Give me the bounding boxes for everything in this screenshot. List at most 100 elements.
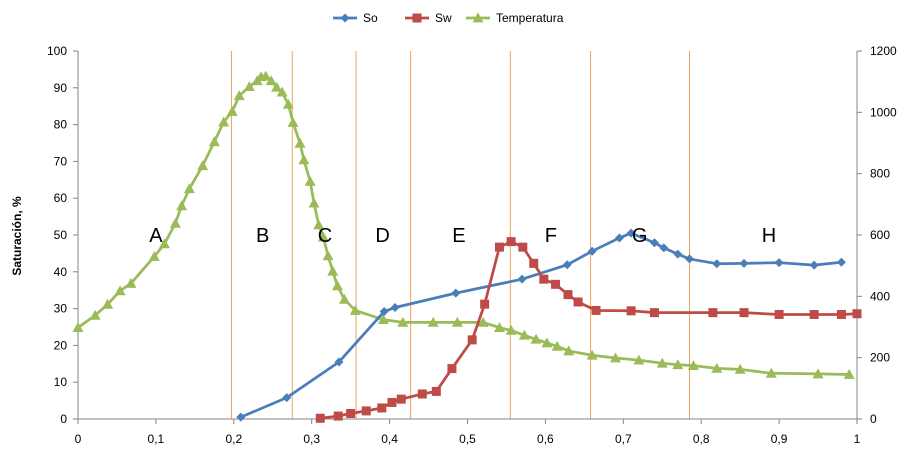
data-point-temperatura bbox=[332, 280, 343, 290]
data-point-sw bbox=[650, 308, 659, 317]
zone-label: C bbox=[318, 225, 332, 247]
y2-tick-label: 1000 bbox=[870, 105, 897, 119]
data-point-temperatura bbox=[298, 154, 309, 164]
y2-tick-label: 800 bbox=[870, 167, 890, 181]
data-point-sw bbox=[418, 389, 427, 398]
legend-item-sw: Sw bbox=[405, 11, 452, 25]
data-point-sw bbox=[708, 308, 717, 317]
zone-label: G bbox=[632, 225, 648, 247]
x-tick-label: 0,9 bbox=[771, 432, 788, 446]
data-point-so bbox=[673, 250, 682, 259]
y-tick-label: 10 bbox=[54, 375, 68, 389]
data-point-sw bbox=[432, 387, 441, 396]
zone-label: H bbox=[762, 225, 776, 247]
y2-tick-label: 600 bbox=[870, 228, 890, 242]
data-point-sw bbox=[334, 412, 343, 421]
x-tick-label: 0,5 bbox=[459, 432, 476, 446]
zone-label: D bbox=[375, 225, 389, 247]
data-point-sw bbox=[740, 308, 749, 317]
data-point-temperatura bbox=[176, 200, 187, 210]
zone-label: E bbox=[452, 225, 465, 247]
legend-label: So bbox=[363, 11, 378, 25]
y-tick-label: 70 bbox=[54, 154, 68, 168]
y-tick-label: 0 bbox=[60, 412, 67, 426]
data-point-sw bbox=[574, 297, 583, 306]
zone-label: A bbox=[149, 225, 163, 247]
zone-label: B bbox=[256, 225, 269, 247]
legend-label: Sw bbox=[435, 11, 452, 25]
data-point-sw bbox=[592, 306, 601, 315]
y2-tick-label: 200 bbox=[870, 351, 890, 365]
legend-item-temperatura: Temperatura bbox=[466, 11, 564, 25]
data-point-sw bbox=[518, 243, 527, 252]
data-point-sw bbox=[627, 306, 636, 315]
data-point-sw bbox=[507, 237, 516, 246]
y-tick-label: 40 bbox=[54, 265, 68, 279]
data-point-sw bbox=[377, 403, 386, 412]
y-tick-label: 30 bbox=[54, 302, 68, 316]
data-point-so bbox=[391, 303, 400, 312]
data-point-sw bbox=[468, 335, 477, 344]
x-tick-label: 1 bbox=[854, 432, 861, 446]
data-point-sw bbox=[362, 406, 371, 415]
x-tick-label: 0 bbox=[75, 432, 82, 446]
data-point-temperatura bbox=[197, 160, 208, 170]
x-tick-label: 0,8 bbox=[693, 432, 710, 446]
x-tick-label: 0,6 bbox=[537, 432, 554, 446]
x-tick-label: 0,2 bbox=[225, 432, 242, 446]
data-point-sw bbox=[529, 259, 538, 268]
data-point-so bbox=[775, 258, 784, 267]
data-point-sw bbox=[387, 398, 396, 407]
data-point-sw bbox=[316, 414, 325, 423]
data-point-temperatura bbox=[327, 266, 338, 276]
data-point-sw bbox=[447, 364, 456, 373]
y-tick-label: 90 bbox=[54, 81, 68, 95]
data-point-sw bbox=[853, 309, 862, 318]
data-point-temperatura bbox=[295, 138, 306, 148]
data-point-sw bbox=[346, 409, 355, 418]
y-tick-label: 80 bbox=[54, 118, 68, 132]
data-point-sw bbox=[495, 243, 504, 252]
data-point-so bbox=[451, 289, 460, 298]
y2-tick-label: 1200 bbox=[870, 44, 897, 58]
data-point-sw bbox=[551, 280, 560, 289]
y-tick-label: 100 bbox=[47, 44, 67, 58]
data-point-temperatura bbox=[227, 106, 238, 116]
data-point-temperatura bbox=[323, 250, 334, 260]
legend-item-so: So bbox=[333, 11, 378, 25]
legend-marker bbox=[341, 14, 350, 23]
y-tick-label: 50 bbox=[54, 228, 68, 242]
data-point-so bbox=[740, 259, 749, 268]
data-point-temperatura bbox=[170, 218, 181, 228]
zone-label: F bbox=[545, 225, 557, 247]
data-point-temperatura bbox=[288, 117, 299, 127]
legend-marker bbox=[413, 14, 422, 23]
data-point-sw bbox=[810, 310, 819, 319]
data-point-sw bbox=[775, 310, 784, 319]
legend: So Sw Temperatura bbox=[333, 11, 564, 25]
y-tick-label: 60 bbox=[54, 191, 68, 205]
plot-area bbox=[73, 71, 862, 423]
data-point-so bbox=[810, 261, 819, 270]
data-point-so bbox=[518, 275, 527, 284]
series-line-sw bbox=[320, 242, 857, 419]
x-tick-label: 0,1 bbox=[148, 432, 165, 446]
data-point-so bbox=[615, 233, 624, 242]
data-point-temperatura bbox=[309, 198, 320, 208]
data-point-sw bbox=[480, 300, 489, 309]
data-point-sw bbox=[397, 395, 406, 404]
data-point-so bbox=[712, 259, 721, 268]
data-point-so bbox=[837, 258, 846, 267]
y-axis-title: Saturación, % bbox=[10, 196, 24, 276]
x-tick-label: 0,7 bbox=[615, 432, 632, 446]
x-tick-label: 0,4 bbox=[381, 432, 398, 446]
data-point-so bbox=[236, 413, 245, 422]
data-point-temperatura bbox=[339, 294, 350, 304]
data-point-temperatura bbox=[209, 136, 220, 146]
legend-label: Temperatura bbox=[496, 11, 564, 25]
x-tick-label: 0,3 bbox=[303, 432, 320, 446]
y2-tick-label: 0 bbox=[870, 412, 877, 426]
y-tick-label: 20 bbox=[54, 338, 68, 352]
y2-tick-label: 400 bbox=[870, 289, 890, 303]
